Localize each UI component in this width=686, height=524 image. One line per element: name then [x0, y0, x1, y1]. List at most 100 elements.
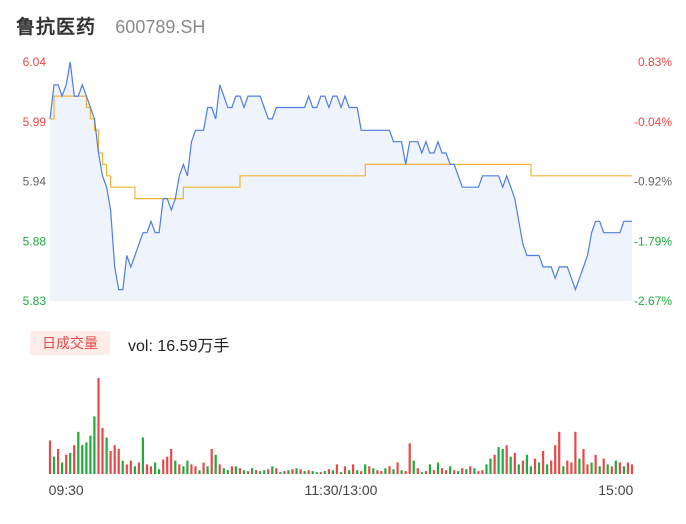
volume-bar — [384, 468, 387, 474]
volume-bar — [400, 470, 403, 474]
y-tick-right: -0.92% — [634, 175, 672, 189]
volume-bar — [469, 466, 472, 474]
volume-bar — [287, 470, 290, 474]
y-tick-right: -2.67% — [634, 294, 672, 308]
volume-bar — [113, 445, 116, 474]
time-axis: 09:30 11:30/13:00 15:00 — [49, 482, 634, 498]
volume-bar — [125, 464, 128, 474]
volume-bar — [271, 466, 274, 474]
volume-bar — [598, 466, 601, 474]
volume-bar — [622, 466, 625, 474]
volume-bar — [101, 427, 104, 474]
volume-bar — [380, 471, 383, 474]
stock-title: 鲁抗医药 600789.SH — [16, 12, 205, 39]
volume-bar — [170, 449, 173, 474]
x-tick-label: 15:00 — [598, 482, 633, 498]
volume-bar — [57, 449, 60, 474]
volume-bar — [440, 468, 444, 474]
volume-bar — [473, 468, 476, 474]
volume-bar — [481, 470, 484, 474]
volume-bar — [319, 472, 322, 474]
volume-bar — [630, 464, 634, 474]
volume-bar — [420, 472, 423, 474]
x-tick-label: 11:30/13:00 — [305, 482, 378, 498]
volume-bar — [586, 464, 589, 474]
volume-bar — [416, 468, 419, 474]
average-price-line — [50, 95, 632, 200]
volume-bar — [255, 470, 258, 474]
volume-bar — [234, 466, 237, 474]
volume-bar — [77, 431, 80, 474]
volume-bar — [497, 447, 500, 474]
volume-bar — [356, 470, 359, 474]
volume-bar — [525, 454, 528, 474]
price-line — [49, 61, 632, 292]
volume-bar — [521, 460, 524, 474]
volume-bar — [364, 464, 367, 474]
volume-bar — [141, 437, 144, 474]
volume-bar — [105, 437, 108, 474]
x-tick-label: 09:30 — [49, 482, 84, 498]
volume-bar — [291, 469, 294, 474]
y-tick-right: -0.04% — [634, 115, 672, 129]
volume-bar — [352, 464, 355, 474]
volume-bar — [133, 466, 136, 474]
volume-bar — [562, 466, 565, 474]
volume-tab-badge[interactable]: 日成交量 — [30, 331, 110, 355]
volume-bar — [457, 471, 460, 474]
volume-bar — [408, 443, 411, 474]
y-tick-left: 6.04 — [23, 55, 47, 69]
stock-name: 鲁抗医药 — [16, 17, 97, 38]
y-tick-left: 5.88 — [23, 234, 47, 248]
volume-bar — [339, 472, 343, 474]
volume-bar — [206, 466, 209, 474]
volume-value: vol: 16.59万手 — [128, 338, 230, 355]
volume-bar — [428, 464, 431, 474]
volume-bar — [194, 466, 197, 474]
volume-bar — [242, 470, 246, 474]
volume-bar — [174, 460, 177, 474]
volume-bar — [52, 456, 56, 474]
volume-bar — [372, 468, 375, 474]
volume-bar — [214, 454, 217, 474]
volume-bar — [558, 431, 561, 474]
volume-bar — [485, 464, 488, 474]
volume-bar — [327, 469, 330, 474]
volume-bar — [489, 458, 492, 474]
volume-bar — [493, 454, 496, 474]
price-axes: 6.04 0.83% 5.99 -0.04% 5.94 -0.92% 5.88 -1.79% 5… — [23, 55, 673, 308]
volume-bar — [368, 466, 371, 474]
volume-bar — [453, 470, 456, 474]
y-tick-left: 5.83 — [23, 294, 47, 308]
volume-bar — [226, 470, 229, 474]
volume-bar — [218, 464, 221, 474]
volume-bar — [65, 454, 68, 474]
volume-bar — [158, 469, 161, 474]
volume-bar — [392, 469, 395, 474]
volume-bar — [323, 471, 326, 474]
volume-bar — [501, 449, 504, 474]
volume-bar — [251, 468, 254, 474]
stock-code: 600789.SH — [115, 17, 206, 37]
volume-bar — [449, 466, 452, 474]
volume-bar — [145, 464, 149, 474]
volume-bar — [412, 460, 415, 474]
y-tick-right: 0.83% — [638, 55, 672, 69]
volume-bar — [230, 466, 233, 474]
volume-bar — [513, 452, 516, 474]
volume-bar — [606, 464, 609, 474]
volume-bar — [121, 460, 124, 474]
volume-bar — [517, 464, 520, 474]
volume-bar — [61, 462, 64, 474]
volume-bar — [93, 416, 96, 474]
volume-bar — [263, 470, 266, 474]
volume-bar — [117, 449, 120, 474]
volume-bar — [582, 449, 585, 474]
volume-bars — [48, 378, 634, 474]
volume-bar — [594, 454, 597, 474]
volume-bar — [570, 462, 573, 474]
y-tick-left: 5.94 — [23, 175, 47, 189]
volume-bar — [550, 460, 553, 474]
volume-bar — [396, 462, 399, 474]
